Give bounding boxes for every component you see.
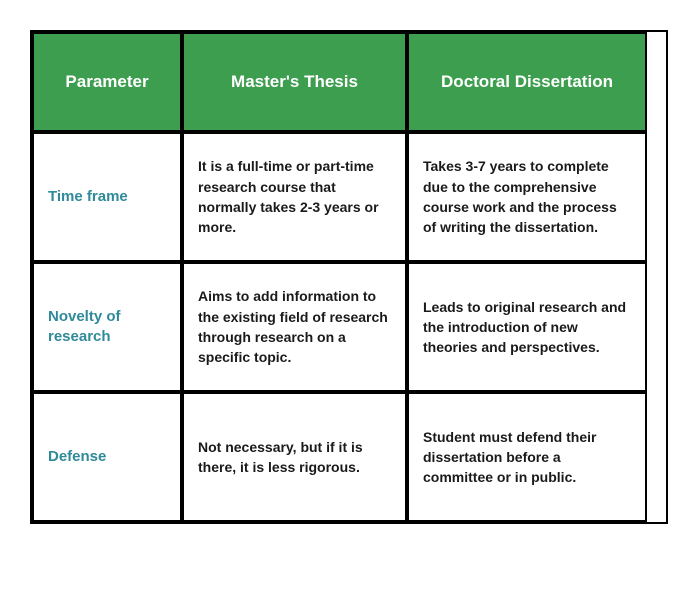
param-label: Defense <box>48 447 106 467</box>
column-header-masters: Master's Thesis <box>182 32 407 132</box>
body-cell-timeframe-masters: It is a full-time or part-time research … <box>182 132 407 262</box>
param-label: Novelty of research <box>48 307 166 348</box>
param-cell-defense: Defense <box>32 392 182 522</box>
cell-text: Student must defend their dissertation b… <box>423 427 631 488</box>
body-cell-novelty-doctoral: Leads to original research and the intro… <box>407 262 647 392</box>
param-cell-novelty: Novelty of research <box>32 262 182 392</box>
column-header-parameter: Parameter <box>32 32 182 132</box>
body-cell-novelty-masters: Aims to add information to the existing … <box>182 262 407 392</box>
column-header-doctoral: Doctoral Dissertation <box>407 32 647 132</box>
header-label: Parameter <box>65 72 148 92</box>
param-label: Time frame <box>48 187 128 207</box>
header-label: Doctoral Dissertation <box>441 72 613 92</box>
comparison-table: Parameter Master's Thesis Doctoral Disse… <box>30 30 668 524</box>
header-label: Master's Thesis <box>231 72 358 92</box>
param-cell-timeframe: Time frame <box>32 132 182 262</box>
body-cell-defense-doctoral: Student must defend their dissertation b… <box>407 392 647 522</box>
body-cell-defense-masters: Not necessary, but if it is there, it is… <box>182 392 407 522</box>
cell-text: Takes 3-7 years to complete due to the c… <box>423 156 631 237</box>
body-cell-timeframe-doctoral: Takes 3-7 years to complete due to the c… <box>407 132 647 262</box>
cell-text: Leads to original research and the intro… <box>423 297 631 358</box>
cell-text: Aims to add information to the existing … <box>198 286 391 367</box>
cell-text: It is a full-time or part-time research … <box>198 156 391 237</box>
cell-text: Not necessary, but if it is there, it is… <box>198 437 391 478</box>
